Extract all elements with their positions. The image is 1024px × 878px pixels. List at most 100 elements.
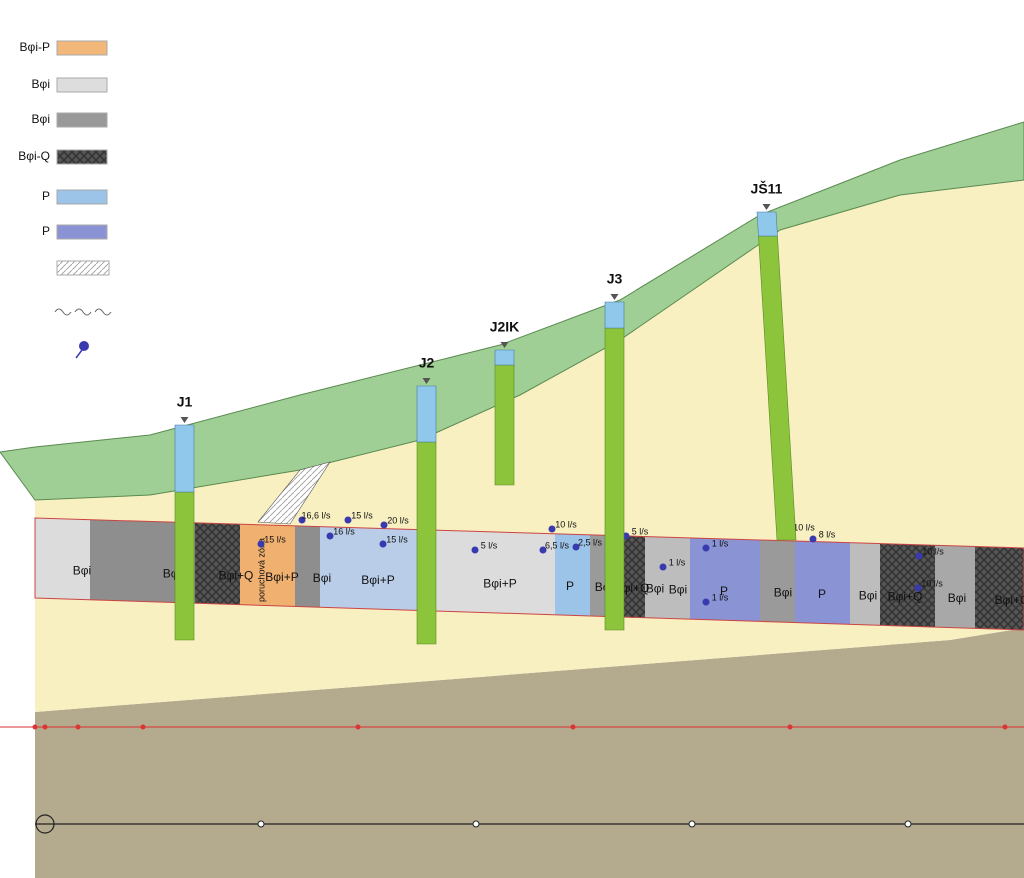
- tunnel-label: P: [720, 584, 728, 598]
- flow-label: 15 l/s: [351, 510, 373, 520]
- scree: [257, 461, 331, 525]
- spring: [326, 532, 334, 540]
- spring: [298, 516, 306, 524]
- red-dot: [75, 724, 81, 730]
- borehole-upper: [416, 385, 437, 443]
- tunnel-segment: [645, 536, 690, 620]
- spring: [702, 544, 710, 552]
- flow-label: 10 l/s: [555, 519, 577, 529]
- legend-label: Bφi: [32, 77, 50, 91]
- borehole-marker: [500, 342, 509, 348]
- flow-label: 6,5 l/s: [545, 540, 570, 550]
- legend-wave: [54, 308, 112, 316]
- tunnel-outline: [34, 517, 1024, 631]
- borehole-label: J3: [607, 271, 623, 287]
- legend: Bφi-P Bφi Bφi Bφi-Q P P: [18, 40, 112, 359]
- tunnel-label: Bφi+P: [265, 570, 298, 584]
- spring: [572, 543, 580, 551]
- tunnel-segment: [975, 546, 1024, 630]
- axis-start: [35, 814, 55, 834]
- tunnel-segment: [935, 545, 975, 629]
- legend-swatch: [56, 40, 108, 56]
- flow-label: 1 l/s: [712, 538, 729, 548]
- tunnel-segment: [795, 541, 850, 625]
- spring: [539, 546, 547, 554]
- spring: [548, 525, 556, 533]
- spring: [379, 540, 387, 548]
- tunnel-segment: [90, 519, 195, 604]
- legend-swatch: [56, 189, 108, 205]
- tunnel-segment: [850, 542, 880, 626]
- red-dot: [787, 724, 793, 730]
- tunnel-label: Bφi: [859, 588, 877, 602]
- tunnel-segment: [35, 518, 90, 600]
- flow-label: 1 l/s: [712, 592, 729, 602]
- flow-label: 20 l/s: [387, 515, 409, 525]
- borehole-upper: [174, 424, 195, 493]
- spring: [809, 535, 817, 543]
- boreholes: J1 J2 J2IK J3 JŠ11: [174, 180, 797, 645]
- flow-label: 16,6 l/s: [301, 510, 331, 520]
- legend-spring-arrow: [75, 349, 83, 359]
- fault-zone-label: poruchová zóna: [256, 538, 266, 602]
- flow-label: 15 l/s: [386, 534, 408, 544]
- flow-label: 10 l/s: [922, 546, 944, 556]
- tunnel-label: Bφi+P: [361, 573, 394, 587]
- spring: [380, 521, 388, 529]
- flow-label: 15 l/s: [264, 534, 286, 544]
- borehole-label: J2IK: [490, 319, 520, 335]
- spring: [914, 584, 922, 592]
- legend-label: Bφi-P: [20, 40, 50, 54]
- legend-swatch: [56, 224, 108, 240]
- spring: [344, 516, 352, 524]
- spring: [702, 598, 710, 606]
- red-dot: [1002, 724, 1008, 730]
- tunnel-segment: [320, 526, 430, 611]
- borehole-lower: [416, 441, 437, 645]
- tunnel-label: P: [566, 579, 574, 593]
- borehole-label: JŠ11: [751, 180, 783, 197]
- tunnel-segment: [195, 522, 240, 605]
- borehole-upper: [494, 349, 515, 366]
- tunnel-segment: [880, 543, 935, 628]
- red-dot: [355, 724, 361, 730]
- borehole-lower: [174, 491, 195, 641]
- tunnel: Bφi Bφi Bφi+Q Bφi+P Bφi Bφi+P Bφi+P P Bφi Bφi+Q Bφ…: [34, 510, 1024, 631]
- tunnel-label: Bφi+Q: [888, 589, 923, 603]
- legend-label: Bφi: [32, 112, 50, 126]
- flow-label: 10 l/s: [793, 522, 815, 532]
- tunnel-segment: [760, 539, 795, 623]
- red-dot: [42, 724, 48, 730]
- legend-swatch: [56, 112, 108, 128]
- red-dot: [140, 724, 146, 730]
- borehole-marker: [180, 417, 189, 423]
- borehole-upper: [604, 301, 625, 329]
- borehole-label: J1: [177, 394, 193, 410]
- tunnel-label: Bφi+Q: [995, 593, 1024, 607]
- tunnel-segment: [690, 537, 760, 622]
- flow-label: 1 l/s: [669, 557, 686, 567]
- bedrock: [35, 628, 1024, 878]
- tunnel-label: Bφi+Q: [219, 568, 254, 582]
- spring: [471, 546, 479, 554]
- tunnel-label: Bφi: [313, 571, 331, 585]
- spring: [659, 563, 667, 571]
- borehole-lower: [494, 364, 515, 486]
- legend-spring: [79, 341, 89, 351]
- flow-label: 5 l/s: [481, 540, 498, 550]
- legend-label: Bφi-Q: [18, 149, 50, 163]
- tunnel-segment: [240, 524, 295, 607]
- tunnel-label: Bφi: [948, 591, 966, 605]
- axis-dot: [257, 820, 265, 828]
- legend-swatch: [56, 260, 110, 276]
- flow-label: 8 l/s: [819, 529, 836, 539]
- red-dot: [570, 724, 576, 730]
- red-dot: [32, 724, 38, 730]
- tunnel-label: P: [818, 587, 826, 601]
- legend-swatch: [56, 77, 108, 93]
- legend-label: P: [42, 224, 50, 238]
- borehole-marker: [610, 294, 619, 300]
- flow-label: 5 l/s: [632, 526, 649, 536]
- tunnel-label: Bφi: [646, 582, 664, 596]
